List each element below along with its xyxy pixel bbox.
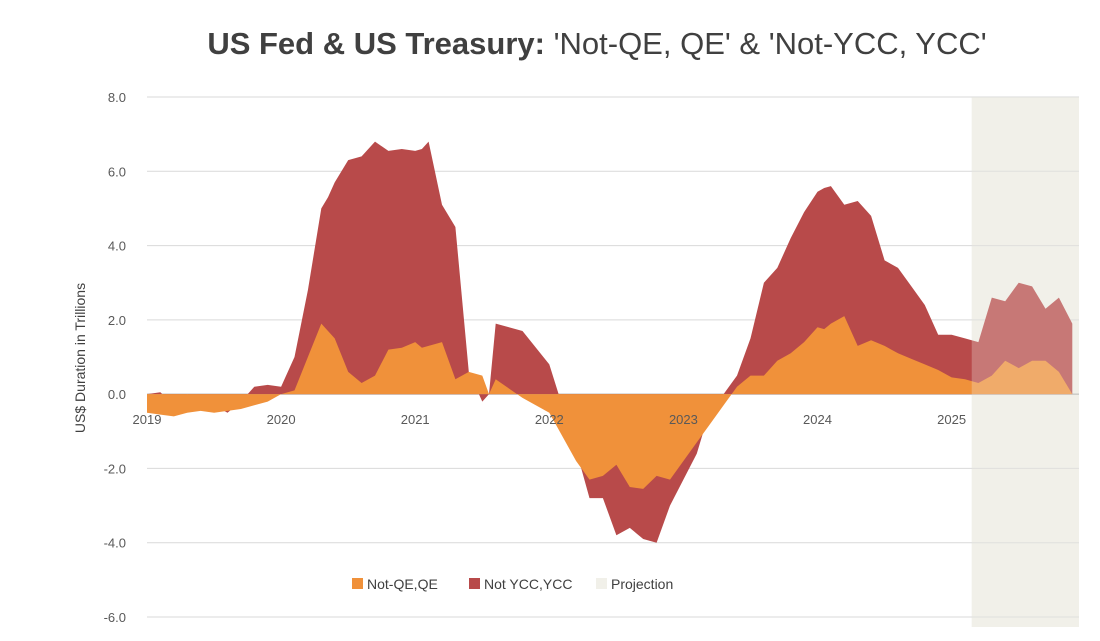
x-tick-label: 2023 — [669, 412, 698, 427]
y-axis-ticks: -6.0 -4.0 -2.0 0.0 2.0 4.0 6.0 8.0 — [104, 90, 126, 625]
chart-title-bold: US Fed & US Treasury: — [207, 26, 545, 61]
legend-swatch-projection — [596, 578, 607, 589]
x-tick-label: 2020 — [267, 412, 296, 427]
y-tick-label: 0.0 — [108, 387, 126, 402]
y-tick-label: -6.0 — [104, 610, 126, 625]
x-tick-label: 2022 — [535, 412, 564, 427]
y-tick-label: -4.0 — [104, 536, 126, 551]
legend-label-projection: Projection — [611, 576, 673, 592]
legend-swatch-not-qe-qe — [352, 578, 363, 589]
chart-title-rest: 'Not-QE, QE' & 'Not-YCC, YCC' — [545, 26, 987, 61]
y-tick-label: 8.0 — [108, 90, 126, 105]
x-tick-label: 2021 — [401, 412, 430, 427]
y-tick-label: 4.0 — [108, 239, 126, 254]
y-tick-label: 6.0 — [108, 164, 126, 179]
y-tick-label: 2.0 — [108, 313, 126, 328]
legend-label-not-ycc-ycc: Not YCC,YCC — [484, 576, 572, 592]
projection-overlay — [971, 97, 1079, 627]
series-areas — [147, 141, 1073, 543]
y-axis-label: US$ Duration in Trillions — [72, 283, 88, 433]
x-axis-ticks: 2019 2020 2021 2022 2023 2024 2025 — [133, 412, 967, 427]
chart-title: US Fed & US Treasury: 'Not-QE, QE' & 'No… — [207, 26, 986, 61]
series-area-not-qe-qe — [147, 316, 1073, 489]
legend: Not-QE,QE Not YCC,YCC Projection — [352, 576, 673, 592]
projection-overlay-rect — [971, 97, 1079, 627]
legend-swatch-not-ycc-ycc — [469, 578, 480, 589]
x-tick-label: 2024 — [803, 412, 832, 427]
x-tick-label: 2019 — [133, 412, 162, 427]
series-area-not-ycc-ycc — [147, 141, 1073, 543]
y-tick-label: -2.0 — [104, 461, 126, 476]
x-tick-label: 2025 — [937, 412, 966, 427]
legend-label-not-qe-qe: Not-QE,QE — [367, 576, 438, 592]
